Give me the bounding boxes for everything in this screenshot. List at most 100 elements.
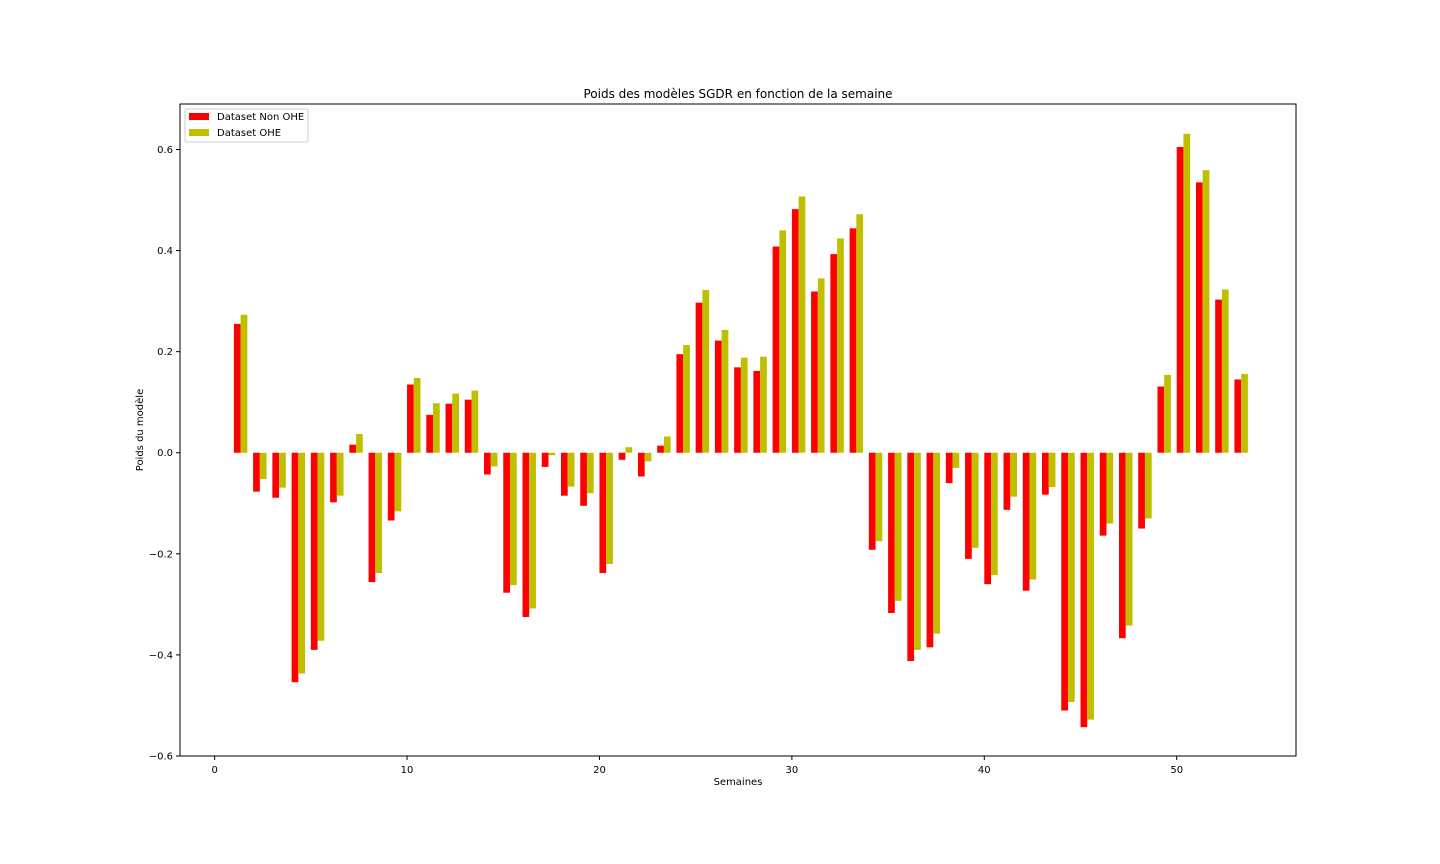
bar-non-ohe [426, 414, 434, 453]
bar-ohe [740, 357, 748, 453]
bar-non-ohe [368, 452, 376, 583]
x-tick-label: 30 [786, 765, 799, 776]
bar-ohe [644, 452, 652, 462]
bar-ohe [991, 452, 998, 576]
bar-non-ohe [676, 354, 684, 453]
bar-ohe [817, 278, 825, 453]
bar-non-ohe [1118, 452, 1126, 639]
y-tick-label: 0.2 [157, 347, 173, 358]
bar-ohe [548, 452, 556, 456]
bar-non-ohe [1061, 452, 1068, 711]
bar-ohe [683, 345, 690, 453]
bar-ohe [1164, 374, 1171, 453]
bar-ohe [298, 452, 306, 674]
bar-ohe [625, 447, 633, 453]
bar-ohe [914, 452, 921, 650]
bar-ohe [1221, 289, 1229, 453]
bar-non-ohe [1022, 452, 1030, 591]
bar-ohe [240, 314, 248, 453]
bar-ohe [1029, 452, 1037, 580]
bar-non-ohe [1234, 379, 1242, 453]
bar-ohe [336, 452, 344, 496]
x-tick-label: 40 [978, 765, 991, 776]
bar-non-ohe [330, 452, 337, 503]
bar-non-ohe [945, 452, 953, 484]
bar-non-ohe [1138, 452, 1145, 529]
y-tick-label: 0.4 [157, 246, 173, 257]
legend-label: Dataset Non OHE [217, 112, 304, 123]
bar-ohe [490, 452, 498, 467]
bar-non-ohe [503, 452, 510, 593]
bar-non-ohe [599, 452, 607, 574]
legend-swatch [189, 129, 209, 136]
bar-ohe [1202, 170, 1210, 453]
bar-ohe [702, 290, 710, 453]
bar-ohe [356, 434, 363, 453]
bar-non-ohe [888, 452, 895, 613]
bars-layer [233, 133, 1248, 728]
bar-non-ohe [753, 370, 761, 453]
bar-ohe [933, 452, 941, 634]
legend-label: Dataset OHE [217, 128, 281, 139]
y-tick-label: −0.6 [149, 752, 173, 763]
bar-non-ohe [1042, 452, 1049, 495]
plot-area-frame [179, 103, 1297, 757]
bar-non-ohe [253, 452, 260, 492]
bar-ohe [567, 452, 575, 487]
bar-non-ohe [657, 445, 664, 453]
bar-ohe [317, 452, 325, 641]
bar-non-ohe [811, 291, 818, 453]
bar-ohe [663, 436, 671, 453]
legend-box [184, 108, 309, 143]
bar-non-ohe [387, 452, 395, 521]
bar-non-ohe [233, 323, 241, 453]
bar-ohe [394, 452, 402, 512]
bar-non-ohe [1157, 386, 1165, 453]
chart-title: Poids des modèles SGDR en fonction de la… [583, 87, 892, 101]
legend: Dataset Non OHE Dataset OHE [184, 108, 309, 143]
bar-ohe [798, 196, 806, 453]
bar-ohe [375, 452, 383, 574]
bar-ohe [856, 214, 864, 453]
y-tick-label: 0.0 [157, 448, 173, 459]
bar-non-ohe [868, 452, 876, 550]
bar-non-ohe [1195, 182, 1203, 453]
bar-non-ohe [830, 254, 838, 453]
bar-ohe [529, 452, 536, 609]
bar-ohe [279, 452, 286, 488]
bar-non-ohe [580, 452, 587, 506]
bar-ohe [1241, 373, 1248, 453]
bar-non-ohe [926, 452, 934, 648]
bar-non-ohe [560, 452, 568, 496]
bar-non-ohe [445, 403, 453, 453]
bar-non-ohe [541, 452, 549, 467]
x-axis: 0 10 20 30 40 50 [211, 756, 1183, 776]
bar-ohe [952, 452, 960, 468]
y-axis-title: Poids du modèle [134, 389, 146, 471]
bar-ohe [1183, 133, 1191, 453]
bar-ohe [721, 329, 729, 453]
bar-non-ohe [272, 452, 280, 498]
bar-ohe [1125, 452, 1133, 626]
bar-non-ohe [1176, 146, 1184, 453]
bar-non-ohe [791, 209, 799, 453]
bar-ohe [894, 452, 902, 601]
x-tick-label: 0 [211, 765, 217, 776]
bar-non-ohe [772, 246, 780, 453]
bar-non-ohe [965, 452, 972, 559]
bar-non-ohe [349, 444, 357, 453]
bar-non-ohe [1215, 299, 1222, 453]
bar-ohe [837, 238, 844, 453]
x-tick-label: 10 [401, 765, 414, 776]
bar-ohe [433, 403, 440, 453]
bar-ohe [509, 452, 517, 586]
bar-ohe [971, 452, 979, 548]
bar-non-ohe [484, 452, 491, 475]
bar-non-ohe [714, 340, 722, 453]
bar-ohe [606, 452, 613, 564]
bar-non-ohe [1080, 452, 1088, 728]
legend-swatch [189, 113, 209, 120]
bar-non-ohe [464, 399, 472, 453]
bar-non-ohe [907, 452, 915, 661]
